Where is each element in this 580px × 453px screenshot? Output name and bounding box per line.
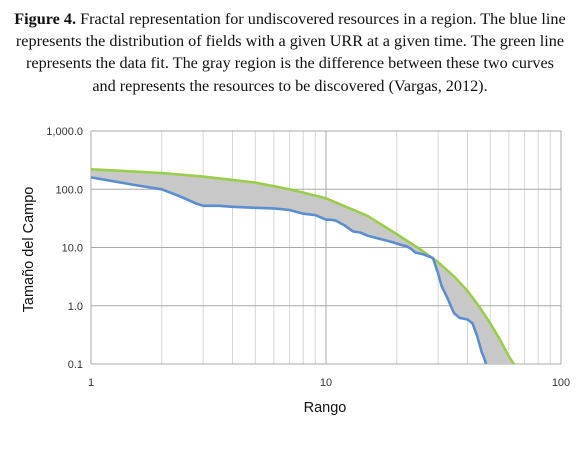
series-observed-line <box>90 176 488 365</box>
y-tick-label: 10.0 <box>62 243 83 255</box>
undiscovered-region <box>91 169 514 364</box>
x-tick-labels: 1 10 100 <box>88 377 570 389</box>
y-axis-label: Tamaño del Campo <box>21 187 37 313</box>
y-tick-labels: 0.1 1.0 10.0 100.0 1,000.0 <box>46 126 83 371</box>
x-tick-label: 10 <box>320 377 332 389</box>
caption-label: Figure 4. <box>14 10 77 28</box>
x-axis-label: Rango <box>304 400 347 416</box>
y-tick-label: 100.0 <box>55 184 83 196</box>
y-tick-label: 1.0 <box>68 301 83 313</box>
x-tick-label: 1 <box>88 377 94 389</box>
caption-text: Fractal representation for undiscovered … <box>15 10 566 95</box>
series-fit-line <box>90 168 515 365</box>
y-tick-label: 1,000.0 <box>46 126 83 138</box>
figure-caption: Figure 4. Fractal representation for und… <box>14 8 566 97</box>
y-tick-label: 0.1 <box>68 359 83 371</box>
x-tick-label: 100 <box>552 377 570 389</box>
